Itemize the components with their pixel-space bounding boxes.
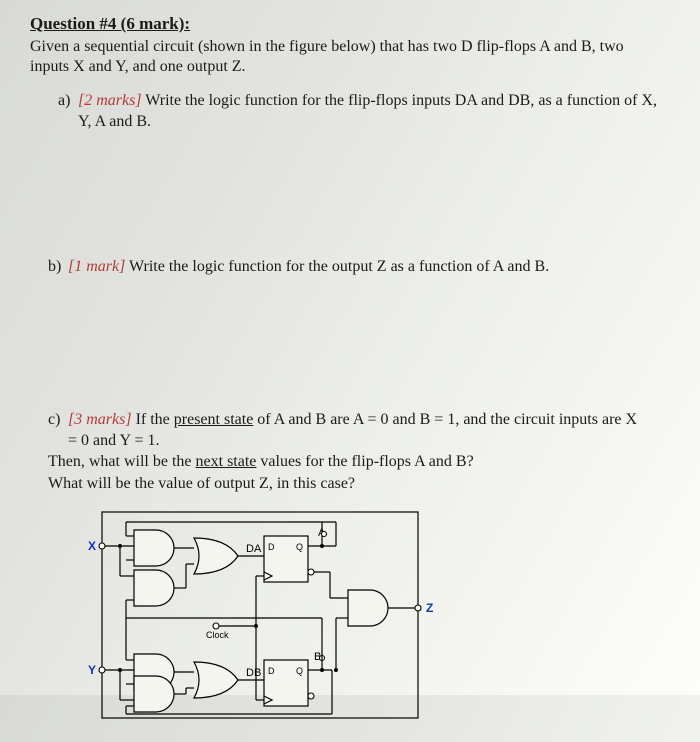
label-y: Y — [88, 663, 96, 677]
label-x: X — [88, 539, 96, 553]
part-b-letter: b) — [48, 256, 68, 277]
label-d-top: D — [268, 542, 275, 552]
part-c-marks: [3 marks] — [68, 411, 132, 428]
part-c-text5: values for the flip-flops A and B? — [256, 453, 473, 470]
intro-line1: Given a sequential circuit (shown in the… — [30, 38, 624, 55]
question-header: Question #4 (6 mark): — [30, 14, 670, 34]
part-c-ul1: present state — [174, 411, 254, 428]
part-c-letter: c) — [48, 409, 68, 430]
spacer — [30, 277, 670, 409]
label-q-top: Q — [296, 542, 303, 552]
part-c-text2: of A and B are A = 0 and B = 1, and the … — [253, 411, 637, 428]
question-intro: Given a sequential circuit (shown in the… — [30, 37, 670, 78]
part-b-text1: Write the logic function for the output … — [125, 258, 549, 275]
part-a-text2: Y, A and B. — [58, 113, 151, 130]
circuit-diagram: X DA D Q — [86, 506, 446, 724]
label-z: Z — [426, 601, 433, 615]
part-c-text4: Then, what will be the — [48, 453, 196, 470]
part-c-text6: What will be the value of output Z, in t… — [48, 475, 355, 492]
part-c-text1: If the — [132, 411, 174, 428]
part-a: a)[2 marks] Write the logic function for… — [58, 90, 670, 132]
part-c-ul2: next state — [196, 453, 257, 470]
part-c-text3: = 0 and Y = 1. — [48, 432, 160, 449]
part-a-text1: Write the logic function for the flip-fl… — [142, 92, 657, 109]
label-d-bot: D — [268, 666, 275, 676]
spacer — [30, 132, 670, 244]
label-clock: Clock — [206, 630, 229, 640]
part-a-marks: [2 marks] — [78, 92, 142, 109]
intro-line2: inputs X and Y, and one output Z. — [30, 58, 246, 75]
label-da: DA — [246, 543, 262, 555]
label-db: DB — [246, 667, 261, 679]
page: Question #4 (6 mark): Given a sequential… — [0, 0, 700, 742]
part-b-marks: [1 mark] — [68, 258, 125, 275]
part-b: b)[1 mark] Write the logic function for … — [48, 256, 670, 277]
part-a-letter: a) — [58, 90, 78, 111]
label-q-bot: Q — [296, 666, 303, 676]
spacer — [30, 494, 670, 502]
part-c: c)[3 marks] If the present state of A an… — [48, 409, 670, 493]
